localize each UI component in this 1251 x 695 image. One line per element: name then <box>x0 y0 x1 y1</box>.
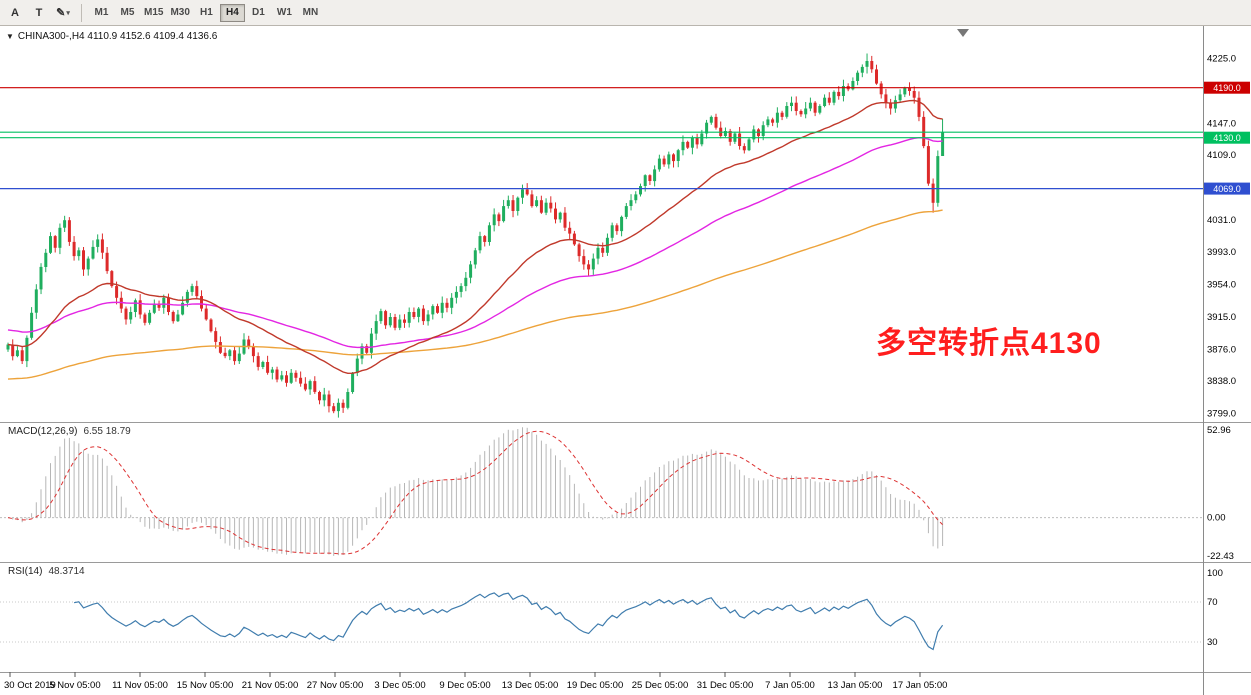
price-line-badge-label: 4069.0 <box>1213 184 1241 194</box>
price-axis-label: 3954.0 <box>1207 279 1236 290</box>
price-panel[interactable] <box>0 26 1203 422</box>
macd-indicator-title: MACD(12,26,9) 6.55 18.79 <box>8 426 131 437</box>
price-annotation[interactable]: 多空转折点4130 <box>876 327 1102 360</box>
rsi-scale-label: 100 <box>1207 568 1223 579</box>
chevron-down-icon: ▾ <box>66 9 70 17</box>
timeframe-button-h1[interactable]: H1 <box>194 4 219 22</box>
time-axis-label: 30 Oct 2019 <box>4 680 56 691</box>
macd-scale-label: 0.00 <box>1207 513 1226 524</box>
time-axis-label: 25 Dec 05:00 <box>632 680 689 691</box>
macd-histogram <box>12 427 944 556</box>
macd-signal-line <box>7 430 943 555</box>
rsi-scale-label: 70 <box>1207 597 1218 608</box>
timeframe-button-m15[interactable]: M15 <box>141 4 166 22</box>
timeframe-buttons: M1 M5 M15 M30 H1 H4 D1 W1 MN <box>89 3 323 22</box>
time-axis-label: 3 Dec 05:00 <box>374 680 425 691</box>
macd-scale-label: 52.96 <box>1207 425 1231 436</box>
pencil-icon: ✎ <box>56 7 66 19</box>
time-axis-label: 13 Jan 05:00 <box>828 680 883 691</box>
chart-shift-marker-icon[interactable] <box>957 29 969 37</box>
toolbar: A T ✎ ▾ M1 M5 M15 M30 H1 H4 D1 W1 MN <box>0 0 1251 26</box>
time-axis-label: 17 Jan 05:00 <box>893 680 948 691</box>
macd-panel[interactable] <box>0 422 1203 562</box>
time-axis-label: 15 Nov 05:00 <box>177 680 234 691</box>
time-axis-label: 21 Nov 05:00 <box>242 680 299 691</box>
symbol-ohlc-line: CHINA300-,H4 4110.9 4152.6 4109.4 4136.6 <box>17 31 218 42</box>
time-axis-label: 9 Dec 05:00 <box>439 680 490 691</box>
price-line-badge-label: 4190.0 <box>1213 83 1241 93</box>
timeframe-button-d1[interactable]: D1 <box>246 4 271 22</box>
price-axis-label: 4147.0 <box>1207 119 1236 130</box>
ma-slow-line <box>7 209 943 380</box>
time-axis-label: 27 Nov 05:00 <box>307 680 364 691</box>
cursor-tool-button[interactable]: A <box>4 3 26 23</box>
price-axis-label: 4109.0 <box>1207 150 1236 161</box>
timeframe-button-m5[interactable]: M5 <box>115 4 140 22</box>
timeframe-button-w1[interactable]: W1 <box>272 4 297 22</box>
chart-header: ▼ CHINA300-,H4 4110.9 4152.6 4109.4 4136… <box>6 31 217 42</box>
macd-values: 6.55 18.79 <box>83 426 131 437</box>
timeframe-button-m1[interactable]: M1 <box>89 4 114 22</box>
timeframe-button-h4[interactable]: H4 <box>219 3 245 22</box>
price-line-badge <box>1204 131 1250 144</box>
price-line-badge-label: 4130.0 <box>1213 133 1241 143</box>
time-axis-label: 7 Jan 05:00 <box>765 680 815 691</box>
text-tool-button[interactable]: T <box>28 3 50 23</box>
macd-title-label: MACD(12,26,9) <box>8 426 78 437</box>
price-axis-label: 3838.0 <box>1207 376 1236 387</box>
toolbar-separator <box>81 3 82 22</box>
price-axis-label: 3993.0 <box>1207 247 1236 258</box>
time-axis-label: 31 Dec 05:00 <box>697 680 754 691</box>
price-axis-label: 3799.0 <box>1207 409 1236 420</box>
rsi-scale-label: 30 <box>1207 637 1218 648</box>
time-axis-label: 5 Nov 05:00 <box>49 680 100 691</box>
rsi-line <box>73 592 944 651</box>
rsi-panel[interactable] <box>0 562 1203 672</box>
rsi-indicator-title: RSI(14) 48.3714 <box>8 566 85 577</box>
price-axis-label: 4225.0 <box>1207 54 1236 65</box>
price-axis-label: 3915.0 <box>1207 312 1236 323</box>
macd-scale-label: -22.43 <box>1207 551 1234 562</box>
time-axis[interactable] <box>0 672 1251 695</box>
price-axis-label: 3876.0 <box>1207 344 1236 355</box>
price-axis-label: 4031.0 <box>1207 215 1236 226</box>
timeframe-button-m30[interactable]: M30 <box>167 4 192 22</box>
symbol-dropdown-icon[interactable]: ▼ <box>6 32 14 41</box>
timeframe-button-mn[interactable]: MN <box>298 4 323 22</box>
time-axis-label: 19 Dec 05:00 <box>567 680 624 691</box>
rsi-title-label: RSI(14) <box>8 566 43 577</box>
time-axis-label: 11 Nov 05:00 <box>112 680 168 691</box>
rsi-value: 48.3714 <box>48 566 85 577</box>
price-line-badge <box>1204 182 1250 195</box>
price-line-badge <box>1204 81 1250 94</box>
ma-fast-line <box>7 99 943 375</box>
draw-tool-button[interactable]: ✎ ▾ <box>52 3 74 23</box>
time-axis-label: 13 Dec 05:00 <box>502 680 559 691</box>
